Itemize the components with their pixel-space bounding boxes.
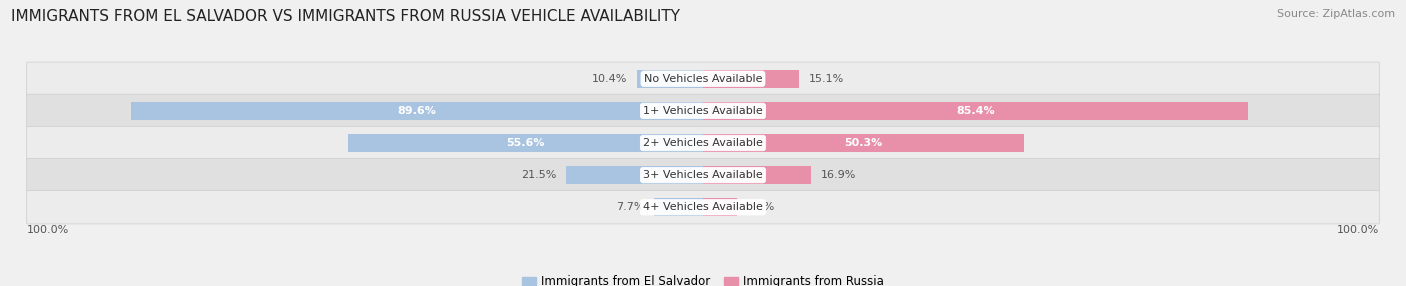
Bar: [703, 134, 1024, 152]
Bar: [703, 70, 800, 88]
Text: 85.4%: 85.4%: [956, 106, 994, 116]
Text: 3+ Vehicles Available: 3+ Vehicles Available: [643, 170, 763, 180]
Text: 55.6%: 55.6%: [506, 138, 546, 148]
Text: No Vehicles Available: No Vehicles Available: [644, 74, 762, 84]
Text: 21.5%: 21.5%: [520, 170, 557, 180]
Bar: [565, 166, 703, 184]
Text: 50.3%: 50.3%: [845, 138, 883, 148]
Text: IMMIGRANTS FROM EL SALVADOR VS IMMIGRANTS FROM RUSSIA VEHICLE AVAILABILITY: IMMIGRANTS FROM EL SALVADOR VS IMMIGRANT…: [11, 9, 681, 23]
Bar: [703, 198, 737, 216]
Bar: [703, 166, 811, 184]
Bar: [637, 70, 703, 88]
Text: 100.0%: 100.0%: [27, 225, 69, 235]
Text: 15.1%: 15.1%: [808, 74, 844, 84]
Bar: [654, 198, 703, 216]
Text: 1+ Vehicles Available: 1+ Vehicles Available: [643, 106, 763, 116]
Text: 100.0%: 100.0%: [1337, 225, 1379, 235]
Bar: [131, 102, 703, 120]
FancyBboxPatch shape: [27, 94, 1379, 128]
Text: Source: ZipAtlas.com: Source: ZipAtlas.com: [1277, 9, 1395, 19]
Bar: [349, 134, 703, 152]
Text: 7.7%: 7.7%: [616, 202, 644, 212]
Text: 89.6%: 89.6%: [398, 106, 437, 116]
Text: 2+ Vehicles Available: 2+ Vehicles Available: [643, 138, 763, 148]
Text: 16.9%: 16.9%: [820, 170, 856, 180]
FancyBboxPatch shape: [27, 190, 1379, 224]
Legend: Immigrants from El Salvador, Immigrants from Russia: Immigrants from El Salvador, Immigrants …: [517, 270, 889, 286]
Bar: [703, 102, 1247, 120]
Text: 10.4%: 10.4%: [592, 74, 627, 84]
Text: 5.3%: 5.3%: [747, 202, 775, 212]
Text: 4+ Vehicles Available: 4+ Vehicles Available: [643, 202, 763, 212]
FancyBboxPatch shape: [27, 158, 1379, 192]
FancyBboxPatch shape: [27, 62, 1379, 96]
FancyBboxPatch shape: [27, 126, 1379, 160]
